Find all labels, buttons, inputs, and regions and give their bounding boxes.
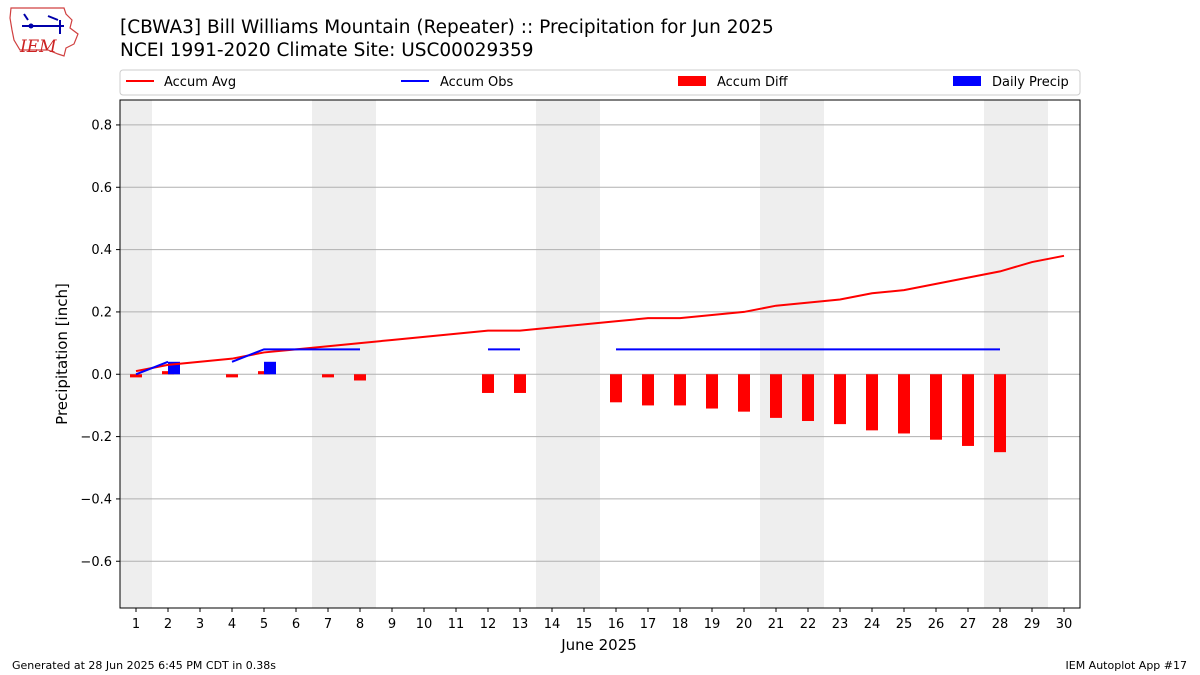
x-axis-ticks: 1 2 3 4 5 6 7 8 9 10 11 12 13 14 15 16 17 18 19 20 21 22 23 24 2… bbox=[132, 608, 1072, 632]
accum-diff-bar bbox=[514, 374, 526, 393]
footer-generated-text: Generated at 28 Jun 2025 6:45 PM CDT in … bbox=[12, 659, 277, 672]
accum-diff-bars bbox=[130, 371, 1006, 453]
accum-diff-bar bbox=[354, 374, 366, 381]
daily-precip-bar bbox=[264, 361, 276, 375]
accum-diff-bar bbox=[898, 374, 910, 434]
y-axis-label: Precipitation [inch] bbox=[53, 283, 71, 425]
x-tick-label: 14 bbox=[544, 617, 561, 632]
legend-label-accum-obs: Accum Obs bbox=[440, 75, 513, 90]
x-tick-label: 10 bbox=[416, 617, 433, 632]
logo-text: IEM bbox=[19, 37, 57, 57]
plot-frame bbox=[119, 99, 1081, 609]
y-tick-label: 0.8 bbox=[91, 118, 112, 133]
legend-swatch-daily-precip bbox=[953, 76, 981, 86]
legend-swatch-accum-diff bbox=[678, 76, 706, 86]
x-tick-label: 5 bbox=[260, 617, 268, 632]
x-tick-label: 20 bbox=[736, 617, 753, 632]
x-tick-label: 12 bbox=[480, 617, 497, 632]
accum-obs-series bbox=[135, 348, 1000, 376]
x-tick-label: 3 bbox=[196, 617, 204, 632]
y-axis-ticks: −0.6 −0.4 −0.2 0.0 0.2 0.4 0.6 0.8 bbox=[80, 118, 120, 570]
weekend-span-0 bbox=[120, 100, 152, 608]
x-tick-label: 30 bbox=[1056, 617, 1073, 632]
y-tick-label: −0.4 bbox=[80, 492, 112, 507]
accum-diff-bar bbox=[610, 374, 622, 403]
legend-label-daily-precip: Daily Precip bbox=[992, 75, 1069, 90]
weekend-span-4 bbox=[984, 100, 1048, 608]
accum-diff-bar bbox=[482, 374, 494, 393]
x-tick-label: 15 bbox=[576, 617, 593, 632]
legend: Accum Avg Accum Obs Accum Diff Daily Pre… bbox=[119, 69, 1081, 96]
iem-logo: IEM bbox=[9, 7, 79, 57]
accum-diff-bar bbox=[322, 374, 334, 378]
x-tick-label: 21 bbox=[768, 617, 785, 632]
x-tick-label: 26 bbox=[928, 617, 945, 632]
accum-obs-line bbox=[135, 360, 169, 376]
accum-diff-bar bbox=[642, 374, 654, 406]
y-tick-label: 0.4 bbox=[91, 243, 112, 258]
weekend-span-1 bbox=[312, 100, 376, 608]
x-tick-label: 13 bbox=[512, 617, 529, 632]
accum-diff-bar bbox=[994, 374, 1006, 453]
x-axis-label: June 2025 bbox=[560, 636, 637, 654]
accum-diff-bar bbox=[802, 374, 814, 422]
y-tick-label: 0.2 bbox=[91, 305, 112, 320]
weekend-span-3 bbox=[760, 100, 824, 608]
x-tick-label: 7 bbox=[324, 617, 332, 632]
x-tick-label: 29 bbox=[1024, 617, 1041, 632]
accum-diff-bar bbox=[738, 374, 750, 412]
legend-label-accum-diff: Accum Diff bbox=[717, 75, 789, 90]
station-dot-icon bbox=[28, 23, 34, 29]
accum-diff-bar bbox=[834, 374, 846, 425]
x-tick-label: 11 bbox=[448, 617, 465, 632]
accum-diff-bar bbox=[962, 374, 974, 446]
legend-frame bbox=[119, 69, 1081, 96]
accum-diff-bar bbox=[226, 374, 238, 378]
footer-app-label: IEM Autoplot App #17 bbox=[1065, 659, 1188, 672]
x-tick-label: 6 bbox=[292, 617, 300, 632]
accum-diff-bar bbox=[770, 374, 782, 418]
x-tick-label: 4 bbox=[228, 617, 236, 632]
accum-diff-bar bbox=[930, 374, 942, 440]
weather-symbols-icon bbox=[22, 13, 64, 34]
accum-obs-line bbox=[231, 348, 360, 363]
chart-subtitle: NCEI 1991-2020 Climate Site: USC00029359 bbox=[120, 40, 534, 61]
x-tick-label: 23 bbox=[832, 617, 849, 632]
y-tick-label: 0.6 bbox=[91, 181, 112, 196]
plot-area: 1 2 3 4 5 6 7 8 9 10 11 12 13 14 15 16 17 18 19 20 21 22 23 24 2… bbox=[80, 99, 1081, 632]
x-tick-label: 24 bbox=[864, 617, 881, 632]
accum-diff-bar bbox=[674, 374, 686, 406]
weekend-span-2 bbox=[536, 100, 600, 608]
x-tick-label: 2 bbox=[164, 617, 172, 632]
x-tick-label: 8 bbox=[356, 617, 364, 632]
accum-diff-bar bbox=[706, 374, 718, 409]
x-tick-label: 9 bbox=[388, 617, 396, 632]
chart-title: [CBWA3] Bill Williams Mountain (Repeater… bbox=[120, 17, 774, 38]
accum-diff-bar bbox=[866, 374, 878, 431]
x-tick-label: 17 bbox=[640, 617, 657, 632]
iowa-outline-icon bbox=[9, 7, 79, 57]
x-tick-label: 16 bbox=[608, 617, 625, 632]
weekend-shading bbox=[120, 100, 1048, 608]
x-tick-label: 27 bbox=[960, 617, 977, 632]
x-tick-label: 19 bbox=[704, 617, 721, 632]
legend-label-accum-avg: Accum Avg bbox=[164, 75, 236, 90]
accum-diff-bar bbox=[130, 374, 142, 378]
y-tick-label: −0.2 bbox=[80, 430, 112, 445]
x-tick-label: 25 bbox=[896, 617, 913, 632]
x-tick-label: 18 bbox=[672, 617, 689, 632]
x-tick-label: 28 bbox=[992, 617, 1009, 632]
y-tick-label: 0.0 bbox=[91, 368, 112, 383]
x-tick-label: 22 bbox=[800, 617, 817, 632]
x-tick-label: 1 bbox=[132, 617, 140, 632]
y-tick-label: −0.6 bbox=[80, 555, 112, 570]
grid-lines bbox=[120, 124, 1080, 562]
